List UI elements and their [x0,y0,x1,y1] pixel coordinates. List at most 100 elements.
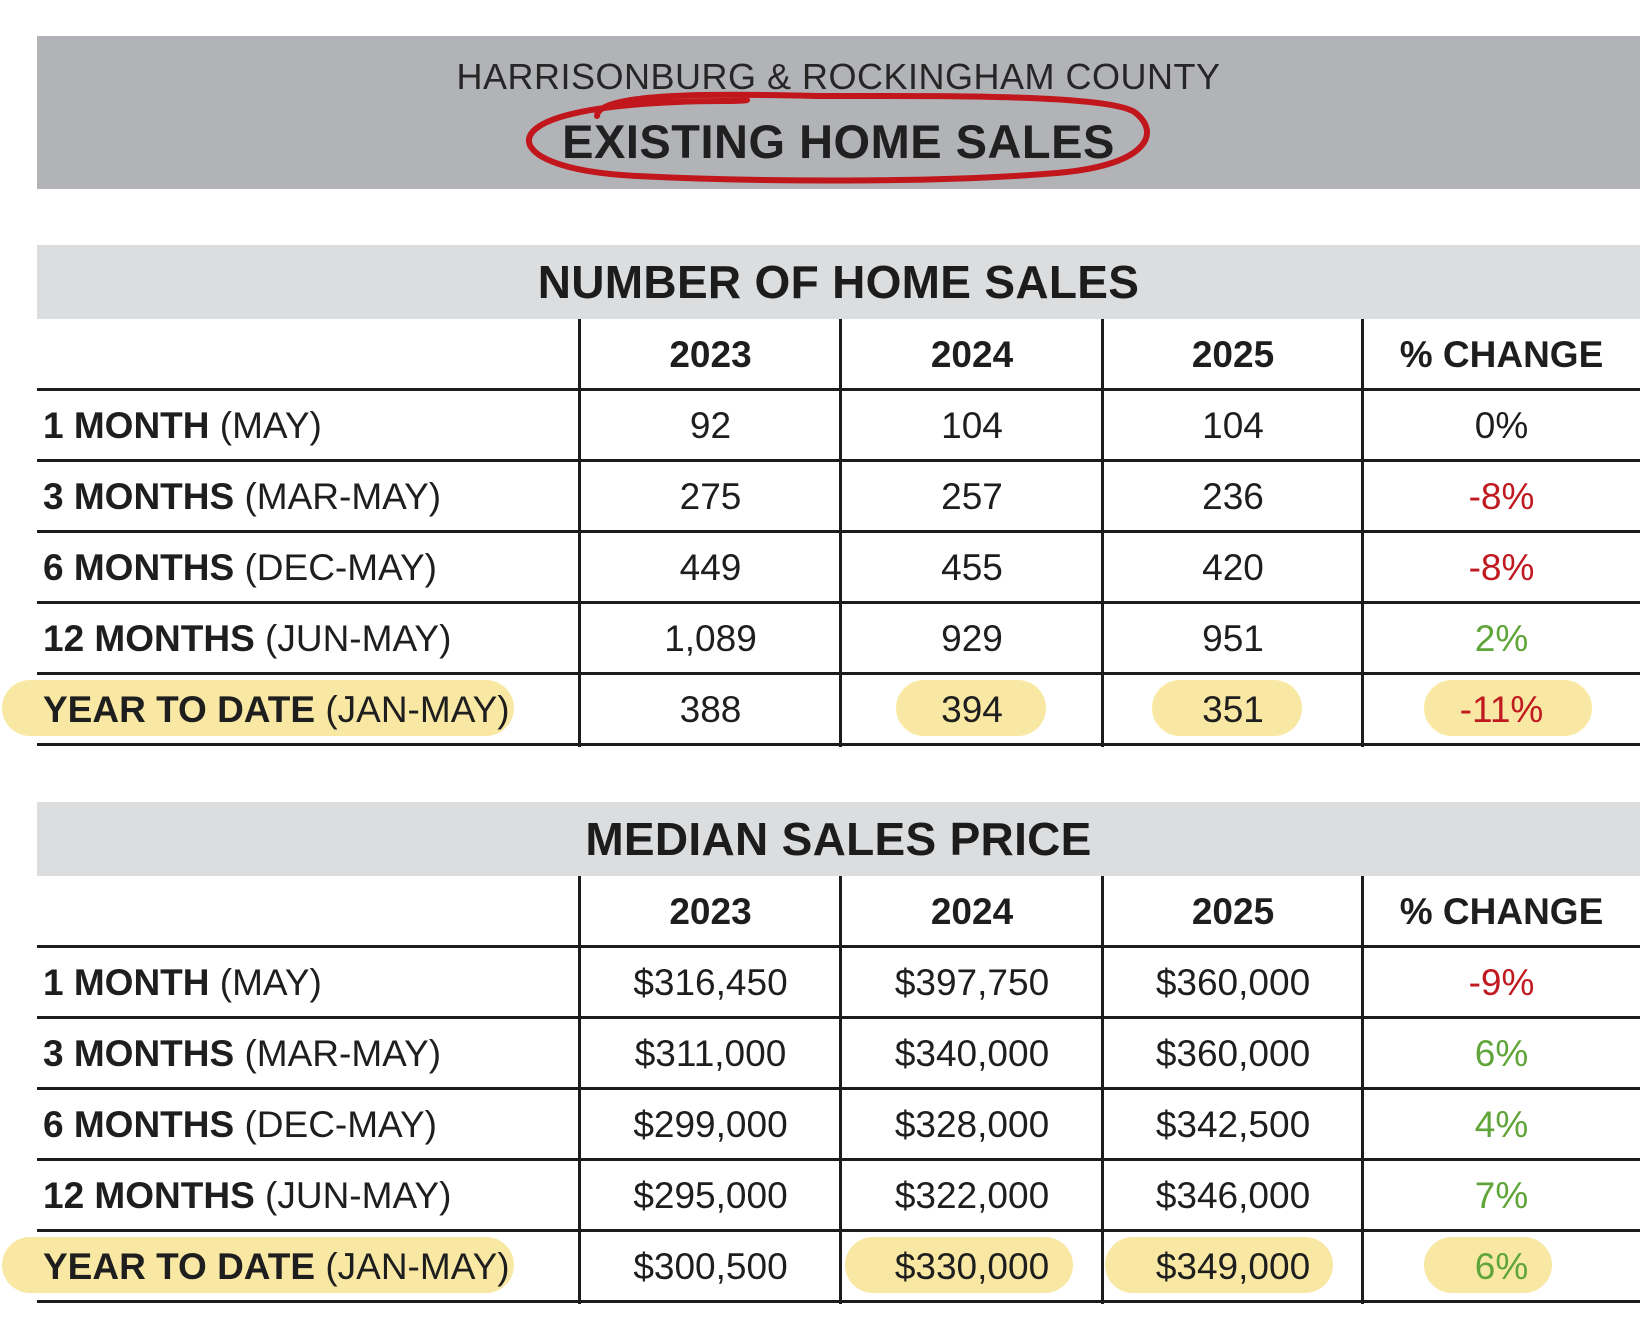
value-cell: $330,000 [894,1246,1050,1287]
home-sales-table: 2023 2024 2025 % CHANGE 1 MONTH (MAY) 92 104 10… [2,319,1640,747]
percent-change-cell: 4% [1474,1104,1529,1145]
percent-change-cell: -8% [1468,547,1535,588]
row-range: (MAR-MAY) [244,1033,442,1074]
row-label: YEAR TO DATE (JAN-MAY) [37,1231,578,1302]
column-divider [1361,319,1364,747]
row-divider [37,530,1640,533]
percent-change-cell: -8% [1468,476,1535,517]
percent-change-cell: 2% [1474,618,1529,659]
percent-change-cell: 0% [1474,405,1529,446]
row-period: 3 MONTHS [43,476,235,517]
value-cell: $360,000 [1155,962,1311,1003]
row-label: 1 MONTH (MAY) [37,947,578,1018]
row-range: (DEC-MAY) [244,1104,437,1145]
value-cell: 92 [689,405,732,446]
row-period: 12 MONTHS [43,1175,255,1216]
percent-change-cell: 6% [1474,1246,1529,1287]
column-header: 2024 [930,891,1014,932]
ytd-2024-highlight [896,680,1046,736]
ytd-2025-highlight [1152,680,1302,736]
row-period: 3 MONTHS [43,1033,235,1074]
row-label: 1 MONTH (MAY) [37,390,578,461]
column-divider [578,319,581,747]
value-cell: $311,000 [634,1033,787,1074]
percent-change-cell: 6% [1474,1033,1529,1074]
median-price-table: 2023 2024 2025 % CHANGE 1 MONTH (MAY) $316,45… [2,876,1640,1304]
ytd-change-highlight [1424,680,1592,736]
value-cell: 455 [941,547,1003,588]
row-range: (MAY) [219,962,322,1003]
value-cell: 951 [1202,618,1264,659]
row-period: YEAR TO DATE [43,1246,316,1287]
column-divider [1101,876,1104,1304]
row-range: (JUN-MAY) [265,618,452,659]
value-cell: 351 [1202,689,1264,730]
value-cell: $322,000 [894,1175,1050,1216]
row-divider [37,1300,1640,1303]
column-divider [839,876,842,1304]
column-header: % CHANGE [1399,334,1604,375]
value-cell: 420 [1202,547,1264,588]
value-cell: 236 [1202,476,1264,517]
row-period: 1 MONTH [43,962,210,1003]
value-cell: $328,000 [894,1104,1050,1145]
row-divider [37,1229,1640,1232]
row-divider [37,1158,1640,1161]
value-cell: $316,450 [633,962,788,1003]
value-cell: $295,000 [633,1175,788,1216]
ytd-2024-highlight [845,1237,1073,1293]
row-label: 6 MONTHS (DEC-MAY) [37,1089,578,1160]
value-cell: $340,000 [894,1033,1050,1074]
value-cell: $349,000 [1155,1246,1311,1287]
row-period: 1 MONTH [43,405,210,446]
row-label: 3 MONTHS (MAR-MAY) [37,461,578,532]
value-cell: $397,750 [894,962,1050,1003]
row-divider [37,459,1640,462]
row-range: (MAY) [219,405,322,446]
row-range: (JUN-MAY) [265,1175,452,1216]
row-range: (JAN-MAY) [325,1246,510,1287]
value-cell: $342,500 [1155,1104,1311,1145]
median-sales-price-section: MEDIAN SALES PRICE 2023 2024 2025 % CHANGE 1… [2,802,1640,1304]
percent-change-cell: -11% [1459,689,1544,730]
column-divider [1361,876,1364,1304]
value-cell: 929 [941,618,1003,659]
row-label: 12 MONTHS (JUN-MAY) [37,1160,578,1231]
row-divider [37,601,1640,604]
row-period: 6 MONTHS [43,547,235,588]
percent-change-cell: 7% [1474,1175,1529,1216]
ytd-label-highlight [2,680,514,736]
row-divider [37,743,1640,746]
row-divider [37,672,1640,675]
column-header: 2023 [669,334,752,375]
row-period: 6 MONTHS [43,1104,235,1145]
ytd-change-highlight [1424,1237,1552,1293]
row-period: 12 MONTHS [43,618,255,659]
section-title: MEDIAN SALES PRICE [37,802,1640,876]
value-cell: 449 [679,547,742,588]
row-range: (MAR-MAY) [244,476,442,517]
row-period: YEAR TO DATE [43,689,316,730]
value-cell: 388 [679,689,742,730]
number-of-home-sales-section: NUMBER OF HOME SALES 2023 2024 2025 % CHANG… [2,245,1640,747]
row-label: YEAR TO DATE (JAN-MAY) [37,674,578,745]
value-cell: 275 [679,476,742,517]
percent-change-cell: -9% [1468,962,1535,1003]
row-divider [37,1087,1640,1090]
column-divider [578,876,581,1304]
value-cell: 104 [1202,405,1264,446]
report-header: HARRISONBURG & ROCKINGHAM COUNTY EXISTIN… [37,36,1640,189]
row-divider [37,1016,1640,1019]
row-range: (JAN-MAY) [325,689,510,730]
value-cell: 257 [941,476,1003,517]
column-header: 2025 [1191,891,1275,932]
column-divider [839,319,842,747]
value-cell: $346,000 [1155,1175,1311,1216]
row-divider [37,388,1640,391]
value-cell: 104 [941,405,1003,446]
row-label: 6 MONTHS (DEC-MAY) [37,532,578,603]
value-cell: 394 [941,689,1003,730]
value-cell: 1,089 [664,618,757,659]
value-cell: $360,000 [1155,1033,1311,1074]
column-divider [1101,319,1104,747]
